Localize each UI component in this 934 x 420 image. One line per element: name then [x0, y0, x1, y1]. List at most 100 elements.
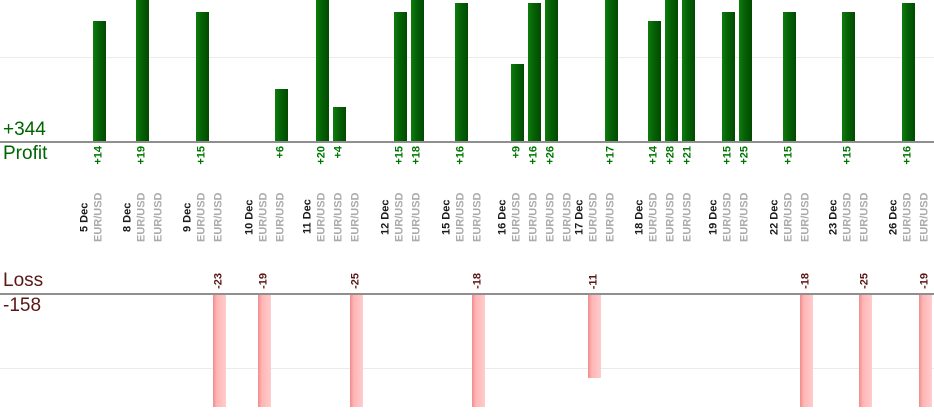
- profit-value-label: +25: [738, 146, 751, 165]
- profit-value-label: +19: [135, 146, 148, 165]
- profit-bar: [722, 12, 735, 141]
- instrument-label: EUR/USD: [664, 192, 677, 242]
- instrument-label: EUR/USD: [510, 192, 523, 242]
- loss-value-label: -25: [349, 273, 362, 289]
- instrument-label: EUR/USD: [647, 192, 660, 242]
- profit-bar: [902, 3, 915, 141]
- instrument-label: EUR/USD: [454, 192, 467, 242]
- date-label: 10 Dec: [243, 199, 256, 235]
- instrument-label: EUR/USD: [315, 192, 328, 242]
- profit-value-label: +21: [681, 146, 694, 165]
- profit-value-label: +15: [195, 146, 208, 165]
- loss-value-label: -25: [858, 273, 871, 289]
- profit-bar: [682, 0, 695, 141]
- profit-bar: [783, 12, 796, 141]
- date-label: 12 Dec: [379, 199, 392, 235]
- profit-bar: [605, 0, 618, 141]
- loss-bar: [800, 295, 813, 407]
- loss-bar: [472, 295, 485, 407]
- loss-bar: [350, 295, 363, 407]
- instrument-label: EUR/USD: [92, 192, 105, 242]
- loss-axis-line: [0, 293, 934, 295]
- profit-bar: [93, 21, 106, 141]
- instrument-label: EUR/USD: [332, 192, 345, 242]
- profit-bar: [739, 0, 752, 141]
- profit-value-label: +15: [841, 146, 854, 165]
- profit-bar: [394, 12, 407, 141]
- loss-value-label: -19: [257, 273, 270, 289]
- profit-value-label: +20: [315, 146, 328, 165]
- date-label: 17 Dec: [573, 199, 586, 235]
- date-label: 22 Dec: [768, 199, 781, 235]
- profit-bar: [196, 12, 209, 141]
- profit-value-label: +15: [721, 146, 734, 165]
- profit-bar: [411, 0, 424, 141]
- loss-value-label: -18: [799, 273, 812, 289]
- profit-value-label: +6: [274, 146, 287, 159]
- profit-value-label: +14: [92, 146, 105, 165]
- profit-axis-label: Profit: [3, 143, 48, 164]
- profit-bar: [665, 0, 678, 141]
- profit-value-label: +26: [544, 146, 557, 165]
- profit-value-label: +15: [393, 146, 406, 165]
- date-label: 11 Dec: [301, 199, 314, 235]
- profit-axis-line: [0, 141, 934, 143]
- loss-bar: [919, 295, 932, 407]
- instrument-label: EUR/USD: [782, 192, 795, 242]
- profit-bar: [528, 3, 541, 141]
- profit-bar: [275, 89, 288, 141]
- instrument-label: EUR/USD: [544, 192, 557, 242]
- instrument-label: EUR/USD: [604, 192, 617, 242]
- date-label: 18 Dec: [633, 199, 646, 235]
- date-label: 8 Dec: [121, 202, 134, 232]
- profit-bar: [316, 0, 329, 141]
- instrument-label: EUR/USD: [152, 192, 165, 242]
- loss-bar: [258, 295, 271, 407]
- date-label: 15 Dec: [440, 199, 453, 235]
- date-label: 23 Dec: [827, 199, 840, 235]
- profit-value-label: +28: [664, 146, 677, 165]
- instrument-label: EUR/USD: [527, 192, 540, 242]
- profit-value-label: +15: [782, 146, 795, 165]
- instrument-label: EUR/USD: [274, 192, 287, 242]
- loss-bar: [588, 295, 601, 378]
- instrument-label: EUR/USD: [721, 192, 734, 242]
- loss-axis-label: Loss: [3, 270, 44, 291]
- loss-value-label: -19: [918, 273, 931, 289]
- instrument-label: EUR/USD: [587, 192, 600, 242]
- loss-bar: [859, 295, 872, 407]
- loss-bar: [213, 295, 226, 407]
- date-label: 26 Dec: [887, 199, 900, 235]
- loss-gridline: [0, 368, 934, 369]
- profit-value-label: +14: [647, 146, 660, 165]
- profit-value-label: +18: [410, 146, 423, 165]
- instrument-label: EUR/USD: [681, 192, 694, 242]
- loss-total-label: -158: [3, 295, 42, 316]
- date-label: 19 Dec: [707, 199, 720, 235]
- loss-value-label: -18: [471, 273, 484, 289]
- instrument-label: EUR/USD: [901, 192, 914, 242]
- instrument-label: EUR/USD: [349, 192, 362, 242]
- date-label: 9 Dec: [181, 202, 194, 232]
- profit-bar: [842, 12, 855, 141]
- instrument-label: EUR/USD: [257, 192, 270, 242]
- instrument-label: EUR/USD: [858, 192, 871, 242]
- profit-value-label: +9: [510, 146, 523, 159]
- instrument-label: EUR/USD: [135, 192, 148, 242]
- profit-bar: [648, 21, 661, 141]
- date-label: 5 Dec: [78, 202, 91, 232]
- profit-bar: [455, 3, 468, 141]
- instrument-label: EUR/USD: [841, 192, 854, 242]
- instrument-label: EUR/USD: [393, 192, 406, 242]
- profit-value-label: +4: [332, 146, 345, 159]
- profit-value-label: +16: [527, 146, 540, 165]
- profit-value-label: +16: [901, 146, 914, 165]
- profit-bar: [333, 107, 346, 141]
- profit-total-label: +344: [3, 119, 46, 140]
- loss-value-label: -11: [587, 273, 600, 289]
- instrument-label: EUR/USD: [799, 192, 812, 242]
- instrument-label: EUR/USD: [918, 192, 931, 242]
- loss-value-label: -23: [212, 273, 225, 289]
- instrument-label: EUR/USD: [738, 192, 751, 242]
